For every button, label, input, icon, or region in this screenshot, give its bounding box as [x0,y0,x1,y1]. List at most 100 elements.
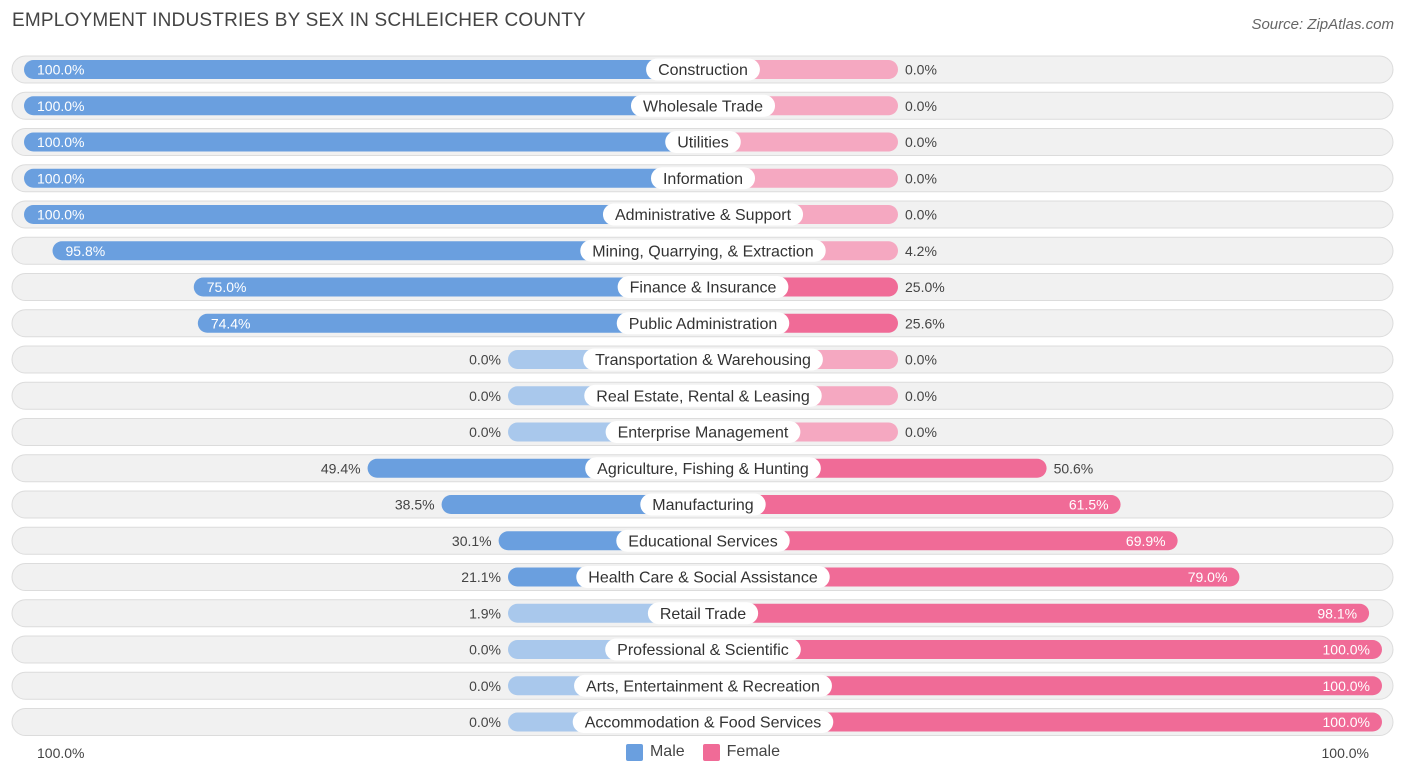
category-label: Public Administration [629,316,778,333]
chart-row: Accommodation & Food Services 0.0% 100.0% [11,708,1394,736]
value-label-female: 61.5% [1069,497,1109,513]
value-label-male: 0.0% [469,424,501,440]
bar-female [703,495,1121,514]
legend-label-female: Female [726,743,781,760]
value-label-male: 100.0% [37,207,84,223]
bar-female [703,132,898,152]
chart-row: Information 100.0% 0.0% [11,164,1394,193]
value-label-male: 74.4% [211,315,251,331]
value-label-female: 98.1% [1317,605,1357,621]
chart-row: Professional & Scientific 0.0% 100.0% [11,635,1394,664]
category-label-pill [640,493,766,516]
value-label-female: 50.6% [1054,460,1094,476]
legend-item-female: Female [702,743,781,761]
value-label-female: 25.0% [905,279,945,295]
category-label: Administrative & Support [615,207,792,224]
value-label-male: 100.0% [37,170,84,186]
category-label: Agriculture, Fishing & Hunting [597,461,809,478]
value-label-female: 0.0% [905,424,937,440]
value-label-male: 100.0% [37,98,84,114]
bar-female [703,603,1370,623]
value-label-female: 100.0% [1323,678,1370,694]
category-label-pill [616,529,790,552]
chart-row: Construction 100.0% 0.0% [11,55,1394,84]
category-label: Accommodation & Food Services [585,715,822,732]
value-label-female: 100.0% [1323,642,1370,658]
value-label-female: 0.0% [905,170,937,186]
category-label-pill [583,348,823,371]
value-label-male: 100.0% [37,134,84,150]
category-label-pill [650,167,756,190]
category-label-pill [585,457,821,480]
value-label-female: 0.0% [905,352,937,368]
bar-female [703,712,1382,732]
bar-male [24,96,703,116]
value-label-male: 0.0% [469,678,501,694]
category-label: Enterprise Management [618,425,789,442]
category-label: Manufacturing [652,497,753,514]
legend-swatch-female [702,743,720,761]
category-label-pill [576,566,830,588]
value-label-male: 1.9% [469,605,501,621]
bar-male [24,205,703,224]
source-credit: Source: ZipAtlas.com [1251,16,1394,33]
category-label-pill [572,711,834,733]
chart-row: Real Estate, Rental & Leasing 0.0% 0.0% [11,381,1394,410]
axis-label-right: 100.0% [1321,745,1369,761]
value-label-female: 0.0% [905,62,937,78]
category-label: Real Estate, Rental & Leasing [596,388,809,405]
chart-row: Agriculture, Fishing & Hunting 49.4% 50.6% [11,454,1394,483]
value-label-female: 25.6% [905,315,945,331]
chart-row: Health Care & Social Assistance 21.1% 79.0… [11,563,1394,591]
legend-label-male: Male [649,743,685,760]
bar-female [703,640,1382,659]
value-label-female: 0.0% [905,388,937,404]
category-label-pill [617,276,789,298]
value-label-male: 38.5% [395,497,435,513]
chart-row: Educational Services 30.1% 69.9% [11,526,1394,555]
bar-female [703,567,1240,587]
bar-female [703,531,1178,551]
category-label-pill [616,312,790,335]
chart-row: Public Administration 74.4% 25.6% [11,309,1394,338]
value-label-male: 0.0% [469,352,501,368]
value-label-male: 95.8% [66,243,106,259]
value-label-male: 21.1% [461,569,501,585]
category-label: Retail Trade [660,606,746,623]
legend-item-male: Male [625,743,685,761]
category-label: Mining, Quarrying, & Extraction [592,243,813,260]
value-label-male: 49.4% [321,460,361,476]
chart-title: EMPLOYMENT INDUSTRIES BY SEX IN SCHLEICH… [12,10,586,31]
value-label-female: 0.0% [905,207,937,223]
value-label-female: 100.0% [1323,714,1370,730]
axis-label-left: 100.0% [37,745,85,761]
bar-male [52,241,703,261]
bar-male [24,168,703,188]
value-label-male: 0.0% [469,388,501,404]
category-label-pill [580,239,826,262]
chart-row: Arts, Entertainment & Recreation 0.0% 100.… [11,671,1394,700]
legend-swatch-male [625,743,643,761]
legend: Male Female [0,743,1406,761]
value-label-female: 0.0% [905,134,937,150]
category-label-pill [584,384,822,407]
bar-male [193,277,703,297]
chart-row: Wholesale Trade 100.0% 0.0% [11,91,1394,120]
value-label-female: 79.0% [1188,569,1228,585]
category-label: Arts, Entertainment & Recreation [586,678,820,695]
chart-row: Manufacturing 38.5% 61.5% [11,490,1394,519]
category-label-pill [665,131,741,153]
bar-male [24,60,703,79]
category-label: Construction [658,62,748,79]
value-label-female: 4.2% [905,243,937,259]
category-label: Educational Services [628,533,777,550]
category-label-pill [605,421,801,443]
chart-row: Finance & Insurance 75.0% 25.0% [11,273,1394,301]
category-label: Information [663,171,743,188]
chart-row: Transportation & Warehousing 0.0% 0.0% [11,345,1394,374]
value-label-female: 0.0% [905,98,937,114]
value-label-male: 30.1% [452,533,492,549]
category-label-pill [602,203,804,226]
chart-row: Retail Trade 1.9% 98.1% [11,599,1394,628]
value-label-male: 0.0% [469,642,501,658]
